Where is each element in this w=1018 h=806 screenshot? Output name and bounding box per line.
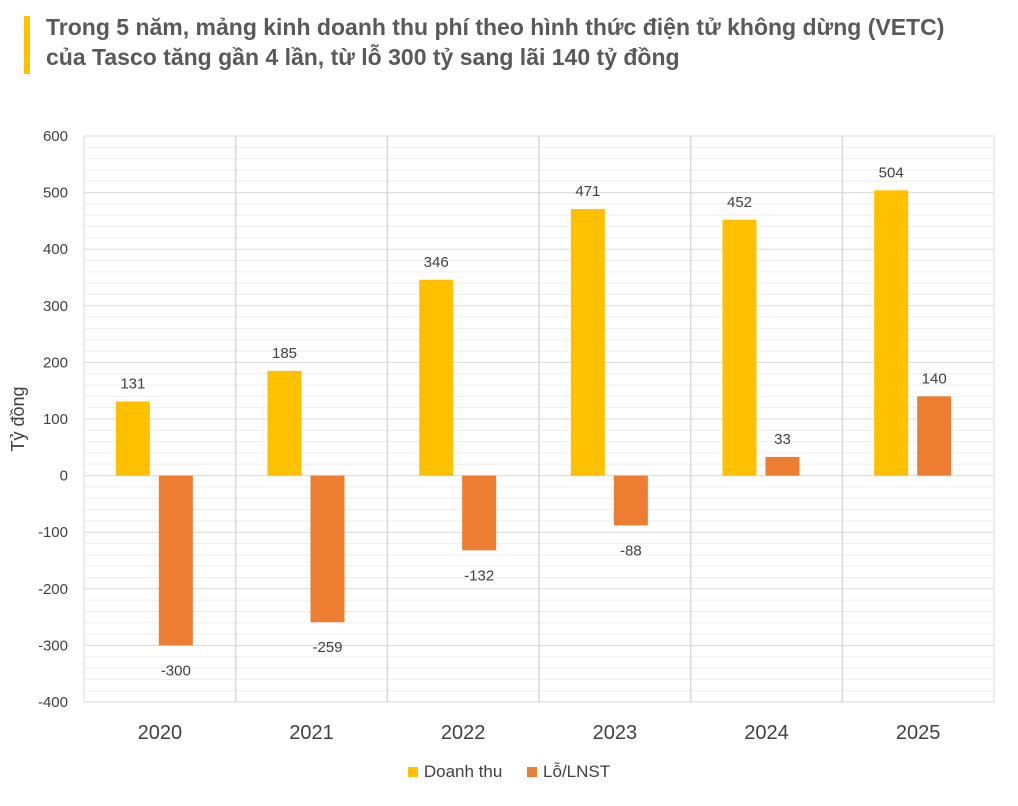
data-label: 471 [575,183,600,200]
bar-revenue [874,190,909,476]
bar-profit [917,396,952,476]
data-label: 33 [774,431,791,448]
data-label: -259 [312,639,342,656]
data-label: 504 [879,164,904,181]
x-tick-label: 2022 [441,722,486,744]
x-tick-label: 2020 [138,722,183,744]
y-tick-label: 200 [43,354,68,371]
data-label: -132 [464,567,494,584]
x-tick-label: 2021 [289,722,334,744]
bar-profit [462,475,497,551]
y-tick-label: 400 [43,241,68,258]
data-label: 346 [424,254,449,271]
data-label: 452 [727,194,752,211]
y-tick-label: 0 [60,468,68,485]
x-tick-label: 2023 [593,722,638,744]
bar-revenue [570,209,605,476]
bar-profit [613,475,648,526]
y-tick-label: -400 [38,694,68,711]
legend-item-revenue: Doanh thu [407,762,503,782]
legend-label-revenue: Doanh thu [423,762,503,781]
data-label: 185 [272,345,297,362]
y-tick-label: 100 [43,411,68,428]
legend-swatch-profit [527,767,538,777]
bar-profit [765,456,800,476]
y-axis-label: Tỷ đồng [8,386,28,451]
x-tick-label: 2024 [744,722,789,744]
y-tick-label: -100 [38,524,68,541]
bar-profit [310,475,345,623]
legend-item-profit: Lỗ/LNST [527,762,610,782]
x-tick-label: 2025 [896,722,941,744]
data-label: 140 [922,370,947,387]
y-tick-label: 600 [43,128,68,145]
chart-title: Trong 5 năm, mảng kinh doanh thu phí the… [46,14,945,70]
bar-revenue [267,370,302,476]
bar-revenue [722,219,757,476]
legend-label-profit: Lỗ/LNST [543,762,611,781]
y-tick-label: 300 [43,298,68,315]
title-accent-bar [24,16,30,74]
bar-profit [158,475,193,646]
y-tick-label: -200 [38,581,68,598]
data-label: -300 [161,662,191,679]
bar-revenue [419,279,454,476]
bar-revenue [115,401,150,476]
data-label: -88 [620,542,642,559]
y-tick-label: 500 [43,185,68,202]
legend: Doanh thu Lỗ/LNST [0,762,1018,782]
data-label: 131 [120,375,145,392]
legend-swatch-revenue [407,767,418,777]
y-tick-label: -300 [38,637,68,654]
